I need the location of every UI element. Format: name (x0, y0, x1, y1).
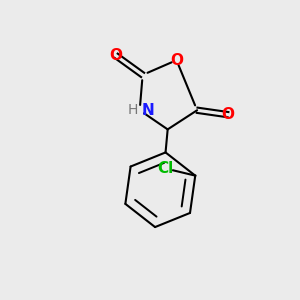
Text: Cl: Cl (157, 161, 173, 176)
Text: O: O (170, 53, 183, 68)
Text: N: N (141, 103, 154, 118)
Text: O: O (221, 107, 235, 122)
Text: H: H (128, 103, 138, 117)
Text: O: O (110, 48, 123, 63)
